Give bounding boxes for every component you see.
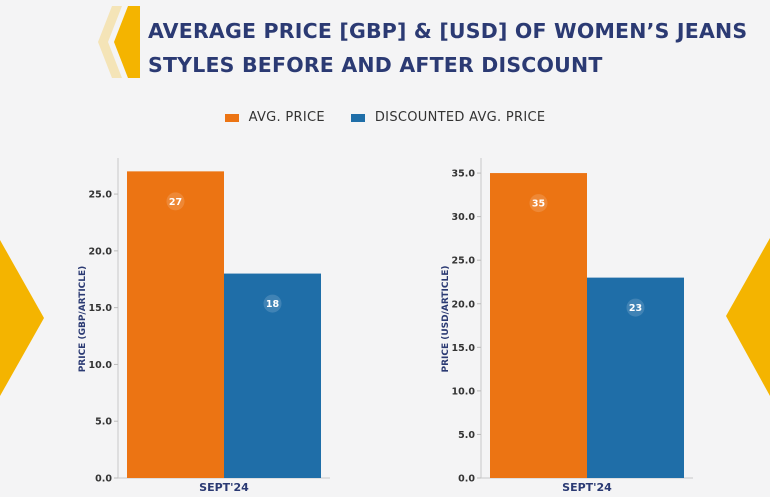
legend-swatch-avg-price xyxy=(224,113,239,122)
legend: AVG. PRICE DISCOUNTED AVG. PRICE xyxy=(0,110,770,125)
bar-discounted-price xyxy=(587,277,684,478)
legend-item-avg-price: AVG. PRICE xyxy=(224,110,325,125)
y-axis-label: PRICE (GBP/ARTICLE) xyxy=(78,266,88,373)
y-tick-label: 20.0 xyxy=(452,299,476,310)
x-category-label: SEPT'24 xyxy=(562,481,612,494)
top-left-chevron-front-icon xyxy=(114,6,140,78)
y-axis-label: PRICE (USD/ARTICLE) xyxy=(441,265,451,372)
legend-swatch-discounted-price xyxy=(350,113,365,122)
legend-label-avg-price: AVG. PRICE xyxy=(248,110,325,125)
data-label-bubble xyxy=(529,194,548,213)
chart-2: 0.0 5.0 10.0 15.0 20.0 25.0 30.0 35.0 PRICE (USD… xyxy=(441,158,693,494)
y-tick-label: 0.0 xyxy=(95,474,112,485)
legend-label-discounted-price: DISCOUNTED AVG. PRICE xyxy=(374,110,546,125)
data-label: 27 xyxy=(169,197,182,208)
y-tick-label: 15.0 xyxy=(89,303,113,314)
bar-discounted-price xyxy=(224,273,321,478)
bar-avg-price xyxy=(490,173,587,479)
data-label-bubble xyxy=(626,298,645,317)
chart-1: 0.0 5.0 10.0 15.0 20.0 25.0 PRICE (GBP/ARTICLE… xyxy=(78,158,330,494)
x-category-label: SEPT'24 xyxy=(199,481,249,494)
right-edge-chevron-icon xyxy=(726,238,770,396)
left-edge-chevron-icon xyxy=(0,240,44,396)
y-tick-label: 5.0 xyxy=(95,417,112,428)
bar-avg-price xyxy=(127,171,224,478)
top-left-chevron-icon xyxy=(98,6,122,78)
y-tick-label: 5.0 xyxy=(458,430,475,441)
y-tick-label: 30.0 xyxy=(452,212,476,223)
data-label: 18 xyxy=(266,299,280,310)
data-label: 23 xyxy=(629,303,642,314)
y-tick-label: 25.0 xyxy=(452,256,476,267)
y-tick-label: 15.0 xyxy=(452,343,476,354)
y-tick-label: 20.0 xyxy=(89,246,113,257)
title-line-2: STYLES BEFORE AND AFTER DISCOUNT xyxy=(148,53,603,77)
title-line-1: AVERAGE PRICE [GBP] & [USD] OF WOMEN’S J… xyxy=(148,19,748,43)
data-label: 35 xyxy=(532,199,545,210)
data-label-bubble xyxy=(166,192,185,211)
y-tick-label: 35.0 xyxy=(452,169,476,180)
y-tick-label: 0.0 xyxy=(458,474,475,485)
legend-item-discounted-price: DISCOUNTED AVG. PRICE xyxy=(350,110,546,125)
y-tick-label: 10.0 xyxy=(452,386,476,397)
data-label-bubble xyxy=(263,294,282,313)
page-title: AVERAGE PRICE [GBP] & [USD] OF WOMEN’S J… xyxy=(148,14,748,82)
y-tick-label: 25.0 xyxy=(89,190,113,201)
y-tick-label: 10.0 xyxy=(89,360,113,371)
